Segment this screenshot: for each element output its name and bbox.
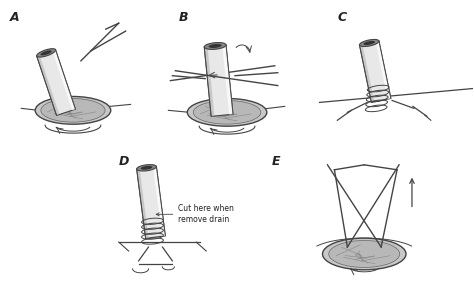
Polygon shape (359, 45, 374, 103)
Ellipse shape (35, 96, 111, 124)
Polygon shape (36, 55, 59, 115)
Ellipse shape (364, 41, 375, 45)
Text: Cut here when
remove drain: Cut here when remove drain (156, 205, 234, 224)
Text: D: D (118, 155, 129, 168)
Polygon shape (359, 41, 391, 103)
Ellipse shape (204, 42, 226, 50)
Polygon shape (204, 45, 233, 116)
Text: B: B (178, 11, 188, 24)
Polygon shape (153, 166, 165, 236)
Ellipse shape (141, 166, 153, 170)
Ellipse shape (40, 50, 52, 55)
Polygon shape (52, 50, 75, 110)
Polygon shape (137, 166, 165, 239)
Ellipse shape (322, 238, 406, 270)
Polygon shape (137, 169, 148, 239)
Ellipse shape (193, 100, 261, 124)
Ellipse shape (187, 98, 267, 126)
Polygon shape (36, 50, 75, 115)
Ellipse shape (329, 241, 400, 268)
Ellipse shape (36, 49, 55, 57)
Polygon shape (222, 45, 233, 115)
Ellipse shape (359, 40, 379, 47)
Text: C: C (337, 11, 346, 24)
Text: A: A (9, 11, 19, 24)
Polygon shape (204, 47, 214, 116)
Ellipse shape (137, 165, 156, 171)
Polygon shape (375, 41, 391, 99)
Ellipse shape (41, 98, 105, 122)
Ellipse shape (209, 44, 222, 48)
Text: E: E (272, 155, 280, 168)
